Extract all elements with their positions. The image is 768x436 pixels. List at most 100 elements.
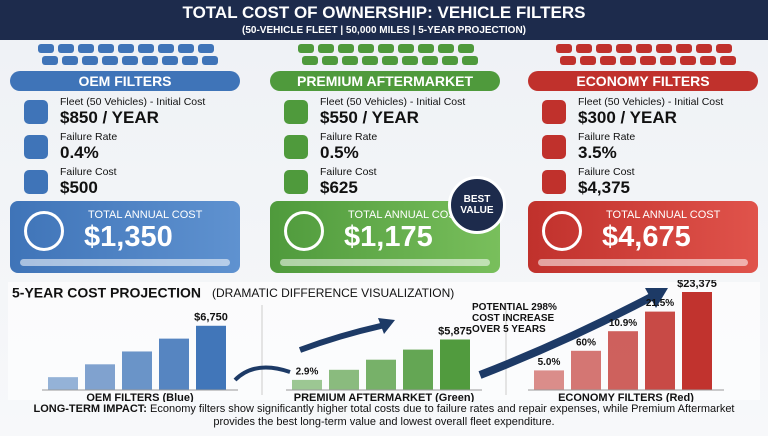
car-icon	[362, 56, 378, 65]
item-label: Failure Cost	[60, 166, 117, 178]
arrow	[478, 291, 657, 379]
fleet-icons	[298, 44, 478, 65]
item-label: Fleet (50 Vehicles) - Initial Cost	[60, 96, 206, 108]
callout-box: POTENTIAL 298% COST INCREASE OVER 5 YEAR…	[472, 302, 557, 335]
footer: LONG-TERM IMPACT: Economy filters show s…	[20, 403, 748, 429]
car-icon	[342, 56, 358, 65]
group-label: PREMIUM AFTERMARKET (Green)	[294, 392, 475, 402]
end-label: $5,875	[438, 325, 472, 337]
item-icon	[542, 100, 566, 124]
car-icon	[402, 56, 418, 65]
item-value: 0.4%	[60, 143, 99, 162]
car-icon	[158, 44, 174, 53]
bar	[122, 351, 152, 390]
item-icon	[24, 135, 48, 159]
total-icon	[24, 211, 64, 251]
item-value: $850 / YEAR	[60, 108, 159, 127]
car-icon	[720, 56, 736, 65]
group-label: ECONOMY FILTERS (Red)	[558, 392, 694, 402]
item-label: Failure Cost	[578, 166, 635, 178]
car-icon	[198, 44, 214, 53]
car-icon	[122, 56, 138, 65]
bar-annotation: 5.0%	[538, 357, 561, 368]
total-value: $1,350	[84, 221, 173, 253]
car-icon	[636, 44, 652, 53]
car-icon	[298, 44, 314, 53]
total-icon	[284, 211, 324, 251]
bar-annotation: 60%	[576, 337, 596, 348]
header: TOTAL COST OF OWNERSHIP: VEHICLE FILTERS…	[0, 0, 768, 40]
car-icon	[700, 56, 716, 65]
item-value: $625	[320, 178, 358, 197]
car-icon	[576, 44, 592, 53]
fleet-icons	[38, 44, 218, 65]
car-icon	[442, 56, 458, 65]
car-icon	[322, 56, 338, 65]
column-name: OEM FILTERS	[10, 71, 240, 91]
car-icon	[98, 44, 114, 53]
item-value: $550 / YEAR	[320, 108, 419, 127]
item-icon	[24, 100, 48, 124]
item-value: 0.5%	[320, 143, 359, 162]
bar	[48, 377, 78, 390]
car-icon	[62, 56, 78, 65]
item-label: Failure Rate	[578, 131, 636, 143]
car-icon	[596, 44, 612, 53]
arrow	[233, 365, 291, 382]
arrow-head	[378, 318, 395, 334]
car-icon	[422, 56, 438, 65]
item-label: Fleet (50 Vehicles) - Initial Cost	[320, 96, 466, 108]
bar	[292, 379, 322, 390]
car-icon	[676, 44, 692, 53]
total-box: TOTAL ANNUAL COST $1,175	[270, 201, 500, 273]
car-icon	[42, 56, 58, 65]
badge: BEST VALUE	[448, 176, 506, 234]
car-icon	[556, 44, 572, 53]
projection-note: (DRAMATIC DIFFERENCE VISUALIZATION)	[212, 286, 454, 300]
item-label: Failure Rate	[60, 131, 118, 143]
item-value: $500	[60, 178, 98, 197]
bar-annotation: 21.5%	[646, 298, 674, 309]
item-value: $4,375	[578, 178, 630, 197]
car-icon	[162, 56, 178, 65]
projection-title: 5-YEAR COST PROJECTION	[12, 285, 201, 301]
car-icon	[438, 44, 454, 53]
bar	[645, 311, 675, 390]
bar	[196, 325, 226, 390]
item-icon	[284, 135, 308, 159]
car-icon	[560, 56, 576, 65]
car-icon	[182, 56, 198, 65]
total-box: TOTAL ANNUAL COST $1,350	[10, 201, 240, 273]
car-icon	[640, 56, 656, 65]
car-icon	[382, 56, 398, 65]
car-icon	[680, 56, 696, 65]
item-icon	[542, 170, 566, 194]
total-value: $1,175	[344, 221, 433, 253]
subtitle: (50-VEHICLE FLEET | 50,000 MILES | 5-YEA…	[242, 25, 526, 36]
progress-bar	[280, 259, 490, 266]
car-icon	[398, 44, 414, 53]
car-icon	[58, 44, 74, 53]
bar	[403, 349, 433, 390]
car-icon	[458, 44, 474, 53]
car-icon	[358, 44, 374, 53]
bar	[85, 364, 115, 390]
car-icon	[138, 44, 154, 53]
car-icon	[318, 44, 334, 53]
car-icon	[178, 44, 194, 53]
car-icon	[118, 44, 134, 53]
car-icon	[462, 56, 478, 65]
bar	[608, 331, 638, 390]
arrow	[298, 322, 386, 353]
arrow-head	[645, 288, 668, 308]
car-icon	[38, 44, 54, 53]
car-icon	[656, 44, 672, 53]
item-label: Failure Cost	[320, 166, 377, 178]
car-icon	[696, 44, 712, 53]
footer-lead: LONG-TERM IMPACT:	[33, 403, 147, 415]
callout: POTENTIAL 298% COST INCREASE OVER 5 YEAR…	[472, 302, 557, 335]
bar	[366, 359, 396, 390]
car-icon	[580, 56, 596, 65]
total-value: $4,675	[602, 221, 691, 253]
end-label: $6,750	[194, 312, 228, 324]
